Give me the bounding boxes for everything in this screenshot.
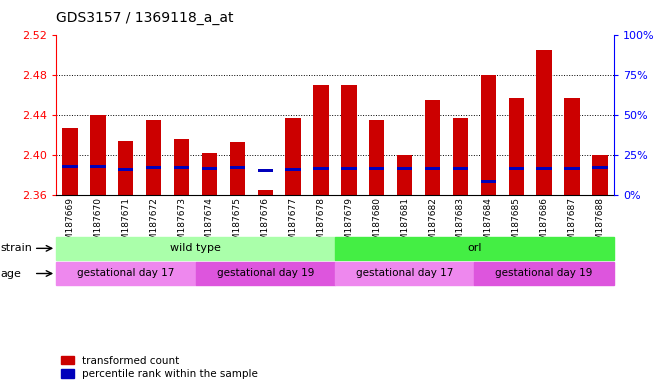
Text: gestational day 19: gestational day 19 bbox=[496, 268, 593, 278]
Bar bbox=[397, 167, 412, 170]
Bar bbox=[480, 74, 496, 195]
Text: strain: strain bbox=[1, 243, 32, 253]
Text: GSM187685: GSM187685 bbox=[512, 197, 521, 252]
Bar bbox=[174, 166, 189, 169]
Text: GSM187675: GSM187675 bbox=[233, 197, 242, 252]
Text: age: age bbox=[1, 268, 22, 278]
Bar bbox=[592, 155, 607, 195]
Bar bbox=[146, 119, 161, 195]
Text: wild type: wild type bbox=[170, 243, 221, 253]
Text: GSM187676: GSM187676 bbox=[261, 197, 270, 252]
Bar bbox=[230, 142, 245, 195]
Bar bbox=[509, 98, 524, 195]
Text: GSM187670: GSM187670 bbox=[94, 197, 102, 252]
Bar bbox=[195, 262, 335, 285]
Bar bbox=[537, 167, 552, 170]
Bar bbox=[63, 165, 78, 168]
Bar bbox=[564, 167, 579, 170]
Text: GSM187683: GSM187683 bbox=[456, 197, 465, 252]
Bar bbox=[537, 50, 552, 195]
Text: orl: orl bbox=[467, 243, 482, 253]
Bar bbox=[257, 169, 273, 172]
Bar bbox=[453, 118, 468, 195]
Text: GSM187682: GSM187682 bbox=[428, 197, 437, 252]
Text: gestational day 17: gestational day 17 bbox=[356, 268, 453, 278]
Bar bbox=[118, 168, 133, 171]
Bar bbox=[425, 167, 440, 170]
Bar bbox=[369, 167, 384, 170]
Text: GSM187687: GSM187687 bbox=[568, 197, 576, 252]
Bar bbox=[341, 84, 356, 195]
Bar bbox=[341, 167, 356, 170]
Legend: transformed count, percentile rank within the sample: transformed count, percentile rank withi… bbox=[61, 356, 258, 379]
Bar bbox=[286, 118, 301, 195]
Bar bbox=[509, 167, 524, 170]
Bar bbox=[286, 168, 301, 171]
Bar bbox=[314, 167, 329, 170]
Bar bbox=[90, 165, 106, 168]
Bar bbox=[397, 155, 412, 195]
Text: GSM187672: GSM187672 bbox=[149, 197, 158, 252]
Text: gestational day 17: gestational day 17 bbox=[77, 268, 174, 278]
Text: GSM187681: GSM187681 bbox=[400, 197, 409, 252]
Bar bbox=[202, 152, 217, 195]
Bar bbox=[56, 237, 335, 260]
Bar bbox=[564, 98, 579, 195]
Bar bbox=[90, 114, 106, 195]
Bar bbox=[592, 166, 607, 169]
Bar bbox=[230, 166, 245, 169]
Bar bbox=[56, 262, 195, 285]
Text: GSM187680: GSM187680 bbox=[372, 197, 381, 252]
Text: GSM187673: GSM187673 bbox=[177, 197, 186, 252]
Bar bbox=[335, 262, 475, 285]
Bar bbox=[475, 262, 614, 285]
Text: GSM187686: GSM187686 bbox=[540, 197, 548, 252]
Text: GSM187688: GSM187688 bbox=[595, 197, 605, 252]
Text: gestational day 19: gestational day 19 bbox=[216, 268, 314, 278]
Text: GSM187671: GSM187671 bbox=[121, 197, 130, 252]
Bar bbox=[480, 180, 496, 184]
Bar bbox=[425, 99, 440, 195]
Bar bbox=[63, 127, 78, 195]
Bar bbox=[314, 84, 329, 195]
Bar bbox=[257, 190, 273, 195]
Text: GDS3157 / 1369118_a_at: GDS3157 / 1369118_a_at bbox=[56, 11, 234, 25]
Bar bbox=[453, 167, 468, 170]
Text: GSM187677: GSM187677 bbox=[288, 197, 298, 252]
Text: GSM187678: GSM187678 bbox=[317, 197, 325, 252]
Text: GSM187684: GSM187684 bbox=[484, 197, 493, 252]
Text: GSM187669: GSM187669 bbox=[65, 197, 75, 252]
Text: GSM187674: GSM187674 bbox=[205, 197, 214, 252]
Bar bbox=[335, 237, 614, 260]
Text: GSM187679: GSM187679 bbox=[345, 197, 353, 252]
Bar bbox=[369, 119, 384, 195]
Bar bbox=[146, 166, 161, 169]
Bar bbox=[202, 167, 217, 170]
Bar bbox=[174, 139, 189, 195]
Bar bbox=[118, 141, 133, 195]
